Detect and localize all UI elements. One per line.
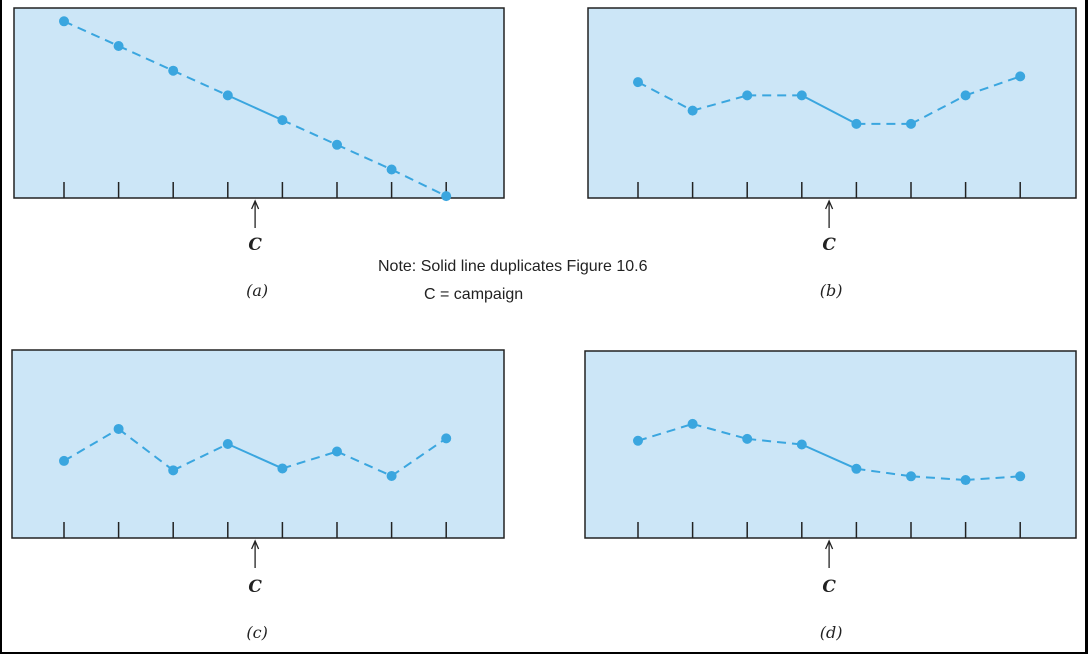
panel-c-data-point [277, 463, 288, 474]
panel-a-line-segment [391, 168, 447, 197]
panel-c-line-segment [227, 443, 283, 470]
panel-d-data-point [1015, 471, 1026, 482]
panel-d-data-point [851, 463, 862, 474]
panel-a-data-point [277, 115, 288, 126]
panel-c-data-point [222, 439, 233, 449]
panel-b-data-point [1015, 71, 1026, 82]
panel-d-data-point [906, 471, 916, 482]
panel-a-data-point [386, 164, 397, 175]
panel-d-line-segment [856, 467, 912, 478]
panel-b-line-segment [801, 94, 857, 125]
panel-c-line-segment [63, 428, 120, 462]
panel-b-arrow-head [825, 199, 834, 210]
panel-d-plot-area [584, 350, 1077, 539]
panel-d-data-point [796, 439, 807, 450]
panel-b-data-point [851, 118, 862, 129]
panel-a-data-point [168, 65, 179, 76]
panel-d-line-segment [692, 422, 748, 440]
panel-c-data-point [113, 423, 124, 434]
panel-a-data-point [332, 139, 342, 150]
panel-d-line-segment [801, 443, 857, 470]
panel-b-campaign-label: C [822, 235, 836, 255]
panel-d-data-point [960, 475, 971, 486]
panel-c-line-segment [282, 450, 338, 470]
panel-a-data-point [441, 191, 452, 202]
panel-a-caption: (a) [246, 281, 268, 300]
panel-a-line-segment [172, 69, 229, 97]
panel-d-data-point [742, 433, 753, 444]
panel-c-line-segment [172, 443, 229, 472]
panel-a-data-point [59, 16, 69, 27]
panel-b-data-point [796, 90, 807, 101]
panel-d-line-segment [637, 422, 693, 442]
panel-d-campaign-label: C [822, 577, 836, 597]
panel-c-campaign-label: C [248, 577, 262, 597]
panel-a-plot-area [13, 7, 505, 199]
panel-d-line-segment [910, 475, 966, 482]
panel-d-line-segment [747, 437, 802, 446]
panel-c-data-point [386, 470, 397, 481]
note-text: Note: Solid line duplicates Figure 10.6 [378, 258, 648, 275]
panel-c-data-point [168, 465, 179, 476]
panel-b-plot-area [587, 7, 1077, 199]
panel-a-line-segment [63, 20, 120, 47]
panel-d-data-point [633, 435, 643, 446]
panel-d-line-segment [965, 475, 1021, 482]
panel-b-line-segment [692, 94, 748, 112]
panel-b-data-point [687, 105, 698, 116]
panel-b-caption: (b) [820, 281, 843, 300]
panel-c-caption: (c) [246, 623, 267, 642]
panel-a-line-segment [336, 143, 393, 171]
panel-b-data-point [742, 90, 753, 101]
panel-d-caption: (d) [820, 623, 843, 642]
panel-b-line-segment [965, 75, 1021, 97]
panel-a-line-segment [227, 94, 283, 122]
panel-b-data-point [960, 90, 971, 101]
panel-a-data-point [113, 41, 124, 51]
panel-b-data-point [633, 77, 643, 88]
panel-c-line-segment [391, 437, 447, 477]
panel-b-data-point [906, 118, 916, 129]
panel-c-line-segment [336, 450, 393, 477]
panel-c-data-point [59, 455, 69, 466]
panel-c-arrow-head [251, 539, 260, 550]
panel-a-data-point [222, 90, 233, 101]
campaign-legend-text: C = campaign [424, 286, 524, 303]
panel-a-campaign-label: C [248, 235, 262, 255]
panel-c-data-point [332, 446, 342, 457]
panel-c-line-segment [117, 428, 174, 472]
panel-b-line-segment [910, 94, 967, 125]
panel-d-arrow-head [825, 539, 834, 550]
panel-a-arrow-head [251, 199, 260, 210]
panel-c-plot-area [11, 349, 505, 539]
panel-a-line-segment [281, 119, 338, 146]
panel-b-line-segment [637, 81, 694, 112]
panel-d-data-point [687, 418, 698, 429]
panel-a-line-segment [118, 45, 174, 72]
panel-c-data-point [441, 433, 452, 444]
